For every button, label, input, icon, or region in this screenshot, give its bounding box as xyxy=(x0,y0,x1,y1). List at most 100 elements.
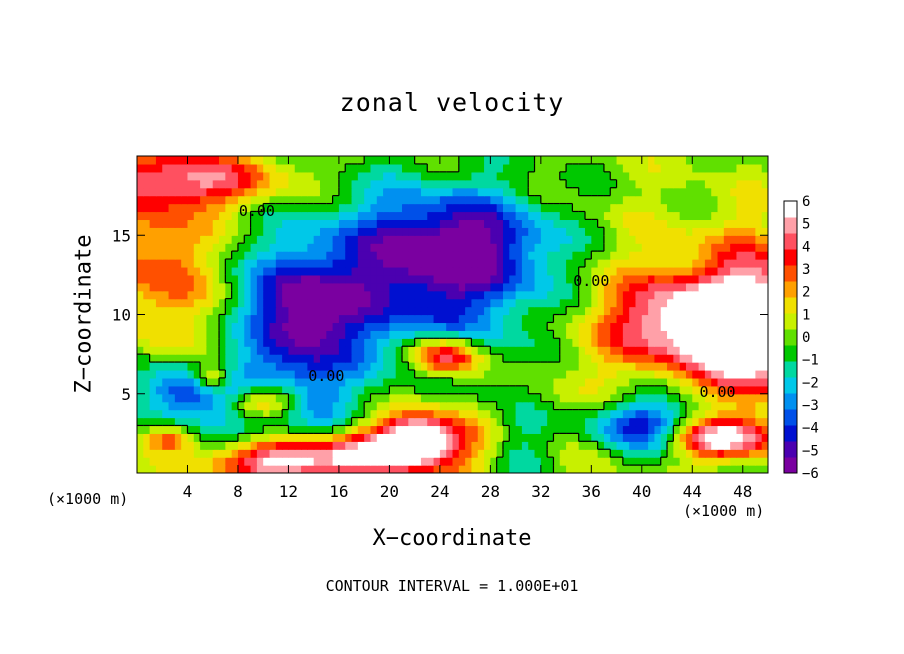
heatmap-cell xyxy=(193,211,201,221)
heatmap-cell xyxy=(641,314,649,324)
heatmap-cell xyxy=(301,369,308,379)
heatmap-cell xyxy=(591,330,599,339)
heatmap-cell xyxy=(736,179,744,189)
heatmap-cell xyxy=(566,187,573,197)
heatmap-cell xyxy=(155,274,163,284)
heatmap-cell xyxy=(313,354,321,363)
heatmap-cell xyxy=(370,449,378,458)
heatmap-cell xyxy=(761,322,768,331)
heatmap-cell xyxy=(496,235,504,244)
x-tick-label: 32 xyxy=(531,482,550,501)
heatmap-cell xyxy=(698,259,706,268)
heatmap-cell xyxy=(742,401,750,411)
heatmap-cell xyxy=(749,441,756,450)
heatmap-cell xyxy=(225,409,233,419)
heatmap-cell xyxy=(610,203,618,213)
heatmap-cell xyxy=(452,274,460,284)
heatmap-cell xyxy=(408,314,416,324)
heatmap-cell xyxy=(351,465,359,473)
heatmap-cell xyxy=(370,187,378,197)
heatmap-cell xyxy=(168,306,176,316)
heatmap-cell xyxy=(654,314,662,324)
heatmap-cell xyxy=(433,465,441,473)
heatmap-cell xyxy=(540,243,548,252)
heatmap-cell xyxy=(338,290,346,300)
heatmap-cell xyxy=(174,457,182,466)
heatmap-cell xyxy=(420,290,428,300)
heatmap-cell xyxy=(490,211,498,221)
heatmap-cell xyxy=(446,393,454,403)
heatmap-cell xyxy=(755,251,763,260)
heatmap-cell xyxy=(711,187,719,197)
heatmap-cell xyxy=(679,409,687,419)
heatmap-cell xyxy=(389,330,397,339)
heatmap-cell xyxy=(402,465,409,473)
heatmap-cell xyxy=(250,369,258,379)
heatmap-cell xyxy=(698,385,706,395)
heatmap-cell xyxy=(446,298,454,308)
heatmap-cell xyxy=(572,385,580,395)
heatmap-cell xyxy=(704,457,712,466)
heatmap-cell xyxy=(559,385,567,395)
heatmap-cell xyxy=(610,195,618,205)
heatmap-cell xyxy=(137,354,144,363)
heatmap-cell xyxy=(181,235,189,244)
heatmap-cell xyxy=(610,211,618,221)
heatmap-cell xyxy=(446,235,454,244)
heatmap-cell xyxy=(578,393,586,403)
heatmap-cell xyxy=(761,298,768,308)
heatmap-cell xyxy=(237,219,245,228)
heatmap-cell xyxy=(616,417,624,427)
heatmap-cell xyxy=(275,417,283,427)
heatmap-cell xyxy=(187,211,195,221)
heatmap-cell xyxy=(174,401,182,411)
heatmap-cell xyxy=(547,346,555,355)
heatmap-cell xyxy=(143,203,151,213)
heatmap-cell xyxy=(370,377,378,387)
heatmap-cell xyxy=(212,449,220,458)
heatmap-cell xyxy=(408,441,416,450)
heatmap-cell xyxy=(219,156,226,165)
heatmap-cell xyxy=(622,251,630,260)
heatmap-cell xyxy=(654,156,662,165)
heatmap-cell xyxy=(490,235,498,244)
heatmap-cell xyxy=(244,306,252,316)
heatmap-cell xyxy=(168,346,176,355)
heatmap-cell xyxy=(458,457,466,466)
heatmap-cell xyxy=(244,156,252,165)
heatmap-cell xyxy=(402,401,409,411)
heatmap-cell xyxy=(603,457,611,466)
heatmap-cell xyxy=(566,171,573,181)
heatmap-cell xyxy=(692,211,700,221)
heatmap-cell xyxy=(282,393,290,403)
heatmap-cell xyxy=(730,243,738,252)
heatmap-cell xyxy=(692,163,700,173)
heatmap-cell xyxy=(212,274,220,284)
heatmap-cell xyxy=(692,203,700,213)
heatmap-cell xyxy=(585,409,592,419)
heatmap-cell xyxy=(736,362,744,371)
heatmap-cell xyxy=(143,417,151,427)
heatmap-cell xyxy=(547,179,555,189)
heatmap-cell xyxy=(332,377,340,387)
heatmap-cell xyxy=(212,362,220,371)
heatmap-cell xyxy=(616,362,624,371)
heatmap-cell xyxy=(301,306,308,316)
heatmap-cell xyxy=(585,330,592,339)
heatmap-cell xyxy=(155,369,163,379)
heatmap-cell xyxy=(143,393,151,403)
heatmap-cell xyxy=(452,449,460,458)
heatmap-cell xyxy=(389,195,397,205)
heatmap-cell xyxy=(149,385,157,395)
heatmap-cell xyxy=(219,314,226,324)
heatmap-cell xyxy=(149,354,157,363)
heatmap-cell xyxy=(357,401,365,411)
heatmap-cell xyxy=(288,457,296,466)
heatmap-cell xyxy=(313,274,321,284)
heatmap-cell xyxy=(433,330,441,339)
heatmap-cell xyxy=(225,433,233,442)
heatmap-cell xyxy=(307,354,315,363)
heatmap-cell xyxy=(685,156,693,165)
heatmap-cell xyxy=(294,195,302,205)
heatmap-cell xyxy=(610,338,618,347)
